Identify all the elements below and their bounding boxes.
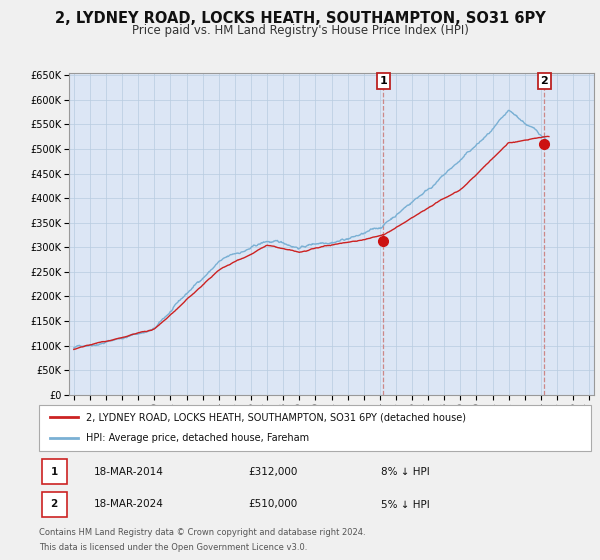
Text: 2: 2 bbox=[541, 76, 548, 86]
FancyBboxPatch shape bbox=[42, 492, 67, 517]
FancyBboxPatch shape bbox=[39, 405, 591, 451]
Text: £510,000: £510,000 bbox=[249, 500, 298, 510]
Text: 5% ↓ HPI: 5% ↓ HPI bbox=[381, 500, 430, 510]
Text: Contains HM Land Registry data © Crown copyright and database right 2024.: Contains HM Land Registry data © Crown c… bbox=[39, 528, 365, 536]
Text: 2, LYDNEY ROAD, LOCKS HEATH, SOUTHAMPTON, SO31 6PY: 2, LYDNEY ROAD, LOCKS HEATH, SOUTHAMPTON… bbox=[55, 11, 545, 26]
Text: 18-MAR-2024: 18-MAR-2024 bbox=[94, 500, 164, 510]
Text: 1: 1 bbox=[379, 76, 387, 86]
Text: £312,000: £312,000 bbox=[249, 466, 298, 477]
Text: 2: 2 bbox=[50, 500, 58, 510]
Text: Price paid vs. HM Land Registry's House Price Index (HPI): Price paid vs. HM Land Registry's House … bbox=[131, 24, 469, 36]
Text: HPI: Average price, detached house, Fareham: HPI: Average price, detached house, Fare… bbox=[86, 433, 309, 444]
Text: 1: 1 bbox=[50, 466, 58, 477]
FancyBboxPatch shape bbox=[42, 459, 67, 484]
Text: 8% ↓ HPI: 8% ↓ HPI bbox=[381, 466, 430, 477]
Text: 2, LYDNEY ROAD, LOCKS HEATH, SOUTHAMPTON, SO31 6PY (detached house): 2, LYDNEY ROAD, LOCKS HEATH, SOUTHAMPTON… bbox=[86, 412, 466, 422]
Text: 18-MAR-2014: 18-MAR-2014 bbox=[94, 466, 164, 477]
Text: This data is licensed under the Open Government Licence v3.0.: This data is licensed under the Open Gov… bbox=[39, 543, 307, 552]
